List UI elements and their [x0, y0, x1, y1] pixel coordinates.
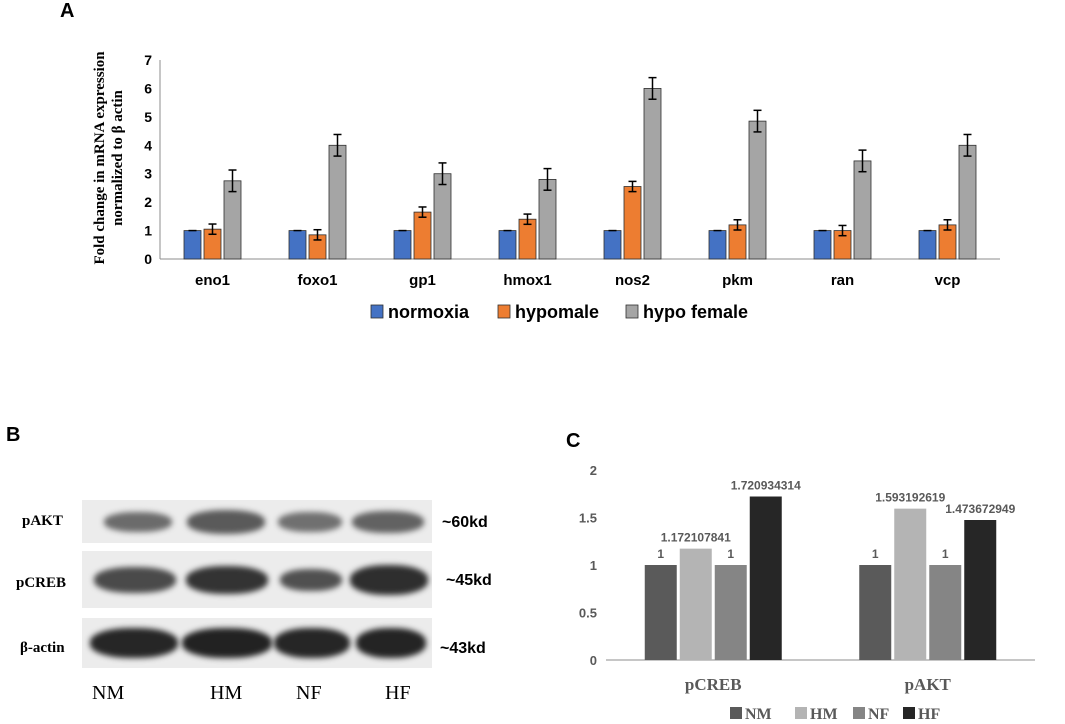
panel-letter-b: B [6, 424, 21, 446]
y-tick-label: 6 [144, 80, 152, 96]
x-tick-label: foxo1 [297, 272, 337, 289]
x-tick-label: ran [831, 272, 854, 289]
legend-swatch-NF [853, 707, 865, 719]
band [186, 566, 268, 594]
band [352, 511, 424, 533]
y-tick-label: 1 [590, 558, 597, 573]
legend-label-hypo-female: hypo female [643, 302, 748, 322]
blot-strip-beta-actin [82, 618, 432, 668]
panel-letter-a: A [60, 0, 75, 22]
band [350, 565, 428, 595]
y-tick-label: 7 [144, 52, 152, 68]
data-label: 1 [942, 547, 949, 561]
legend-swatch-hypo-female [625, 304, 639, 319]
legend-swatch-HM [795, 707, 807, 719]
bar-HF-pAKT [964, 520, 997, 660]
band [187, 510, 265, 534]
legend-label-NM: NM [745, 706, 772, 723]
bar-NF-pAKT [929, 565, 962, 660]
x-tick-label: hmox1 [503, 272, 551, 289]
blot-size-beta-actin: ~43kd [440, 640, 486, 657]
blot-row-label-pakt: pAKT [22, 513, 63, 529]
data-label: 1.172107841 [661, 531, 731, 545]
y-tick-label: 0 [144, 251, 152, 267]
band [182, 628, 272, 658]
y-tick-label: 3 [144, 166, 152, 182]
band [90, 628, 178, 658]
x-tick-label: pCREB [685, 675, 742, 694]
y-tick-label: 0 [590, 653, 597, 668]
y-tick-label: 2 [590, 463, 597, 478]
legend-swatch-HF [903, 707, 915, 719]
legend-label-HF: HF [918, 706, 940, 723]
y-tick-label: 1 [144, 223, 152, 239]
legend-label-NF: NF [868, 706, 890, 723]
legend-label-hypomale: hypomale [515, 302, 599, 322]
bar-HF-pCREB [749, 496, 782, 660]
band [280, 569, 342, 591]
band [94, 567, 176, 593]
x-tick-label: nos2 [615, 272, 650, 289]
blot-row-label-beta-actin: β-actin [20, 640, 65, 656]
blot-size-pakt: ~60kd [442, 514, 488, 531]
bar-NF-pCREB [714, 565, 747, 660]
data-label: 1 [872, 547, 879, 561]
lane-label-hf: HF [385, 682, 411, 704]
band [356, 628, 426, 658]
y-tick-label: 2 [144, 194, 152, 210]
y-tick-label: 5 [144, 109, 152, 125]
panel-letter-c: C [566, 430, 581, 452]
band [274, 628, 350, 658]
legend-swatch-NM [730, 707, 742, 719]
data-label: 1 [727, 547, 734, 561]
y-axis-label: Fold change in mRNA expression normalized… [92, 51, 126, 265]
data-label: 1.473672949 [945, 502, 1015, 516]
x-tick-label: eno1 [195, 272, 230, 289]
bar-HM-pAKT [894, 508, 927, 660]
x-tick-label: pAKT [905, 675, 952, 694]
blot-strip-pakt [82, 500, 432, 543]
blot-size-pcreb: ~45kd [446, 572, 492, 589]
x-tick-label: vcp [935, 272, 961, 289]
legend-label-normoxia: normoxia [388, 302, 470, 322]
band [104, 512, 172, 532]
bar-NM-pAKT [859, 565, 892, 660]
y-tick-label: 4 [144, 137, 152, 153]
legend-swatch-hypomale [497, 304, 511, 319]
lane-label-hm: HM [210, 682, 243, 704]
legend-swatch-normoxia [370, 304, 384, 319]
data-label: 1 [657, 547, 664, 561]
lane-label-nm: NM [92, 682, 125, 704]
x-tick-label: gp1 [409, 272, 436, 289]
y-tick-label: 0.5 [579, 606, 597, 621]
blot-row-label-pcreb: pCREB [16, 575, 67, 591]
data-label: 1.593192619 [875, 491, 945, 505]
bar-NM-pCREB [644, 565, 677, 660]
data-label: 1.720934314 [731, 479, 801, 493]
band [278, 512, 342, 532]
blot-strip-pcreb [82, 551, 432, 608]
legend-label-HM: HM [810, 706, 838, 723]
lane-label-nf: NF [296, 682, 322, 704]
y-tick-label: 1.5 [579, 511, 597, 526]
x-tick-label: pkm [722, 272, 753, 289]
bar-HM-pCREB [679, 548, 712, 660]
